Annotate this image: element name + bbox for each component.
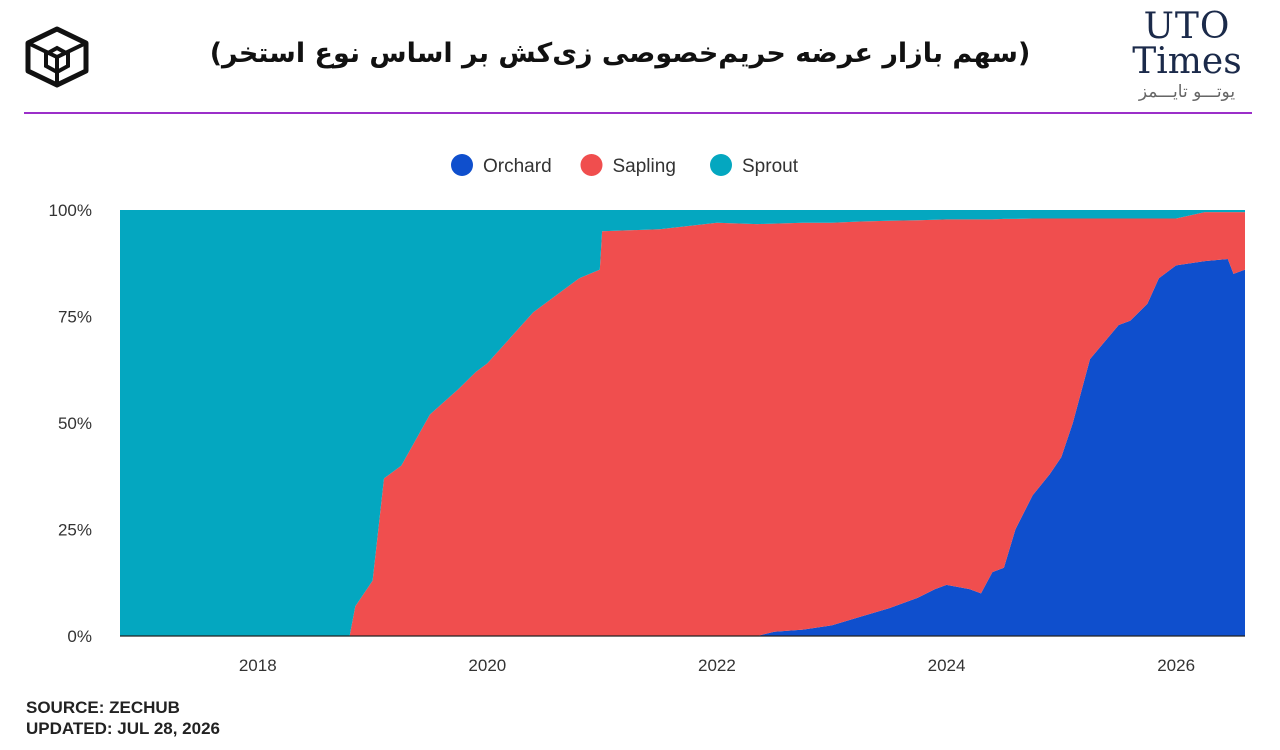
source-label: SOURCE: ZECHUB: [26, 698, 180, 717]
brand-line-1: UTO: [1143, 6, 1231, 47]
header-divider: [24, 112, 1252, 114]
x-tick-label: 2024: [928, 656, 966, 675]
legend-swatch: [580, 154, 603, 176]
legend-item-sapling: Sapling: [580, 154, 676, 177]
area-orchard: [120, 259, 1245, 636]
brand-line-2: Times: [1132, 41, 1242, 82]
stacked-area-chart: 0% 25% 50% 75% 100% 2018 2020 2022 2024 2026 Orch…: [49, 154, 1245, 675]
x-tick-label: 2026: [1157, 656, 1195, 675]
chart-legend: Orchard Sapling Sprout: [451, 154, 799, 177]
y-tick-label: 50%: [58, 414, 92, 433]
x-tick-label: 2020: [468, 656, 506, 675]
area-sapling: [120, 212, 1245, 636]
legend-swatch: [710, 154, 732, 176]
legend-item-sprout: Sprout: [710, 154, 799, 177]
legend-swatch: [451, 154, 473, 176]
chart-areas: [120, 210, 1245, 636]
x-tick-label: 2018: [239, 656, 277, 675]
page-title: (سهم بازار عرضه حریم‌خصوصی زی‌کش بر اساس…: [209, 38, 1031, 69]
legend-label: Orchard: [483, 156, 552, 177]
y-tick-label: 0%: [67, 627, 92, 646]
legend-label: Sapling: [613, 156, 676, 177]
y-tick-label: 100%: [49, 201, 92, 220]
brand-logo: UTO Times یوتـــو تایـــمز: [1112, 6, 1262, 105]
area-sprout: [120, 210, 1245, 636]
legend-item-orchard: Orchard: [451, 154, 552, 177]
cube-icon: [25, 26, 89, 88]
chart-axes: 0% 25% 50% 75% 100% 2018 2020 2022 2024 2026: [49, 201, 1245, 675]
updated-label: UPDATED: JUL 28, 2026: [26, 719, 220, 738]
y-tick-label: 25%: [58, 521, 92, 540]
brand-line-3: یوتـــو تایـــمز: [1138, 82, 1236, 102]
y-tick-label: 75%: [58, 308, 92, 327]
source-note: SOURCE: ZECHUB UPDATED: JUL 28, 2026: [26, 697, 220, 739]
x-tick-label: 2022: [698, 656, 736, 675]
legend-label: Sprout: [742, 156, 799, 177]
